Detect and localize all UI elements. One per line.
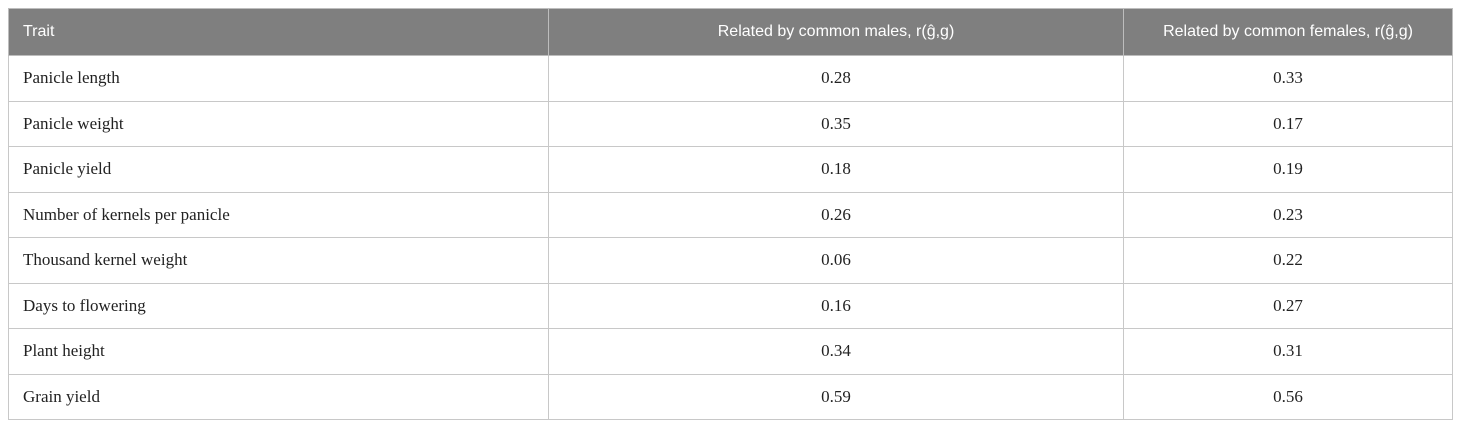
column-header: Trait [8,8,549,56]
value-cell: 0.59 [548,373,1124,420]
trait-cell: Number of kernels per panicle [8,191,549,238]
trait-cell: Days to flowering [8,282,549,329]
table-row: Panicle weight 0.35 0.17 [8,100,1453,147]
trait-cell: Panicle weight [8,100,549,147]
value-cell: 0.28 [548,55,1124,102]
value-cell: 0.26 [548,191,1124,238]
value-cell: 0.31 [1123,328,1453,375]
header-row: Trait Related by common males, r(ĝ,g) Rela… [8,8,1453,56]
table-row: Panicle length 0.28 0.33 [8,55,1453,102]
value-cell: 0.34 [548,328,1124,375]
value-cell: 0.19 [1123,146,1453,193]
trait-cell: Panicle length [8,55,549,102]
trait-cell: Grain yield [8,373,549,420]
table-row: Grain yield 0.59 0.56 [8,373,1453,420]
value-cell: 0.35 [548,100,1124,147]
value-cell: 0.27 [1123,282,1453,329]
trait-cell: Thousand kernel weight [8,237,549,284]
table-row: Panicle yield 0.18 0.19 [8,146,1453,193]
table-row: Number of kernels per panicle 0.26 0.23 [8,191,1453,238]
value-cell: 0.16 [548,282,1124,329]
table-row: Plant height 0.34 0.31 [8,328,1453,375]
column-header: Related by common females, r(ĝ,g) [1123,8,1453,56]
value-cell: 0.17 [1123,100,1453,147]
table-row: Thousand kernel weight 0.06 0.22 [8,237,1453,284]
data-table: Trait Related by common males, r(ĝ,g) Rela… [8,8,1453,420]
trait-cell: Panicle yield [8,146,549,193]
value-cell: 0.22 [1123,237,1453,284]
value-cell: 0.33 [1123,55,1453,102]
table-header: Trait Related by common males, r(ĝ,g) Rela… [8,8,1453,56]
table-row: Days to flowering 0.16 0.27 [8,282,1453,329]
value-cell: 0.18 [548,146,1124,193]
column-header: Related by common males, r(ĝ,g) [548,8,1124,56]
value-cell: 0.06 [548,237,1124,284]
value-cell: 0.56 [1123,373,1453,420]
value-cell: 0.23 [1123,191,1453,238]
table-body: Panicle length 0.28 0.33 Panicle weight 0.35… [8,55,1453,420]
trait-cell: Plant height [8,328,549,375]
